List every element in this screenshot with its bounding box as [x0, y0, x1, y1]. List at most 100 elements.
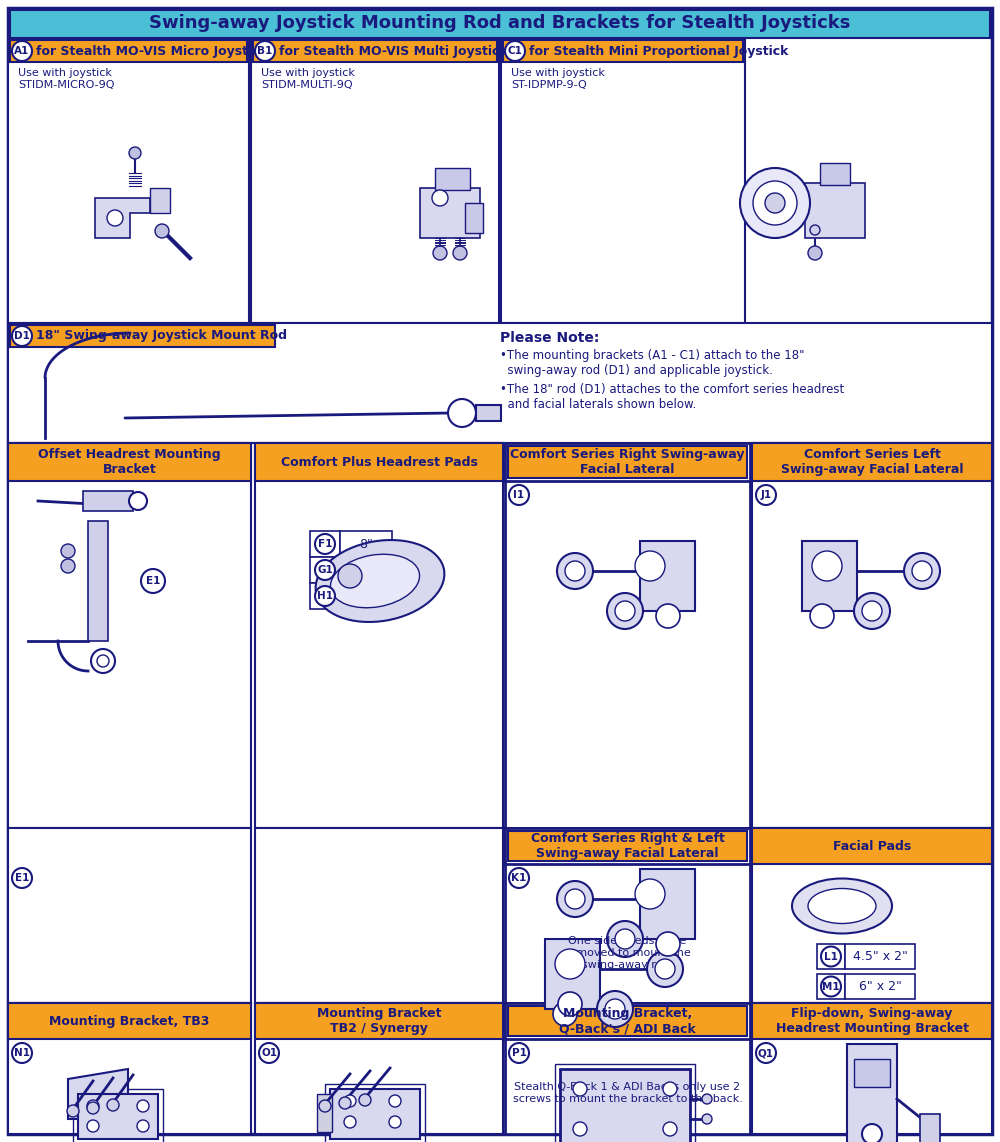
Bar	[8, 443, 251, 828]
Bar	[508, 1006, 747, 1036]
Bar	[8, 323, 992, 443]
Bar	[255, 1003, 503, 1134]
Bar	[255, 828, 503, 1003]
Circle shape	[155, 224, 169, 238]
Circle shape	[756, 1043, 776, 1063]
Text: J1: J1	[760, 490, 772, 500]
Bar	[340, 557, 392, 584]
Bar	[752, 1003, 992, 1039]
Bar	[508, 831, 747, 861]
Circle shape	[821, 976, 841, 997]
Text: M1: M1	[822, 981, 840, 991]
Circle shape	[655, 959, 675, 979]
Text: 10": 10"	[355, 563, 377, 577]
Circle shape	[615, 928, 635, 949]
Circle shape	[509, 868, 529, 888]
Circle shape	[129, 147, 141, 159]
Circle shape	[315, 534, 335, 554]
Circle shape	[344, 1095, 356, 1107]
Text: for Stealth MO-VIS Micro Joystick: for Stealth MO-VIS Micro Joystick	[36, 45, 268, 57]
Bar	[255, 1003, 503, 1039]
Text: Comfort Plus Headrest Pads: Comfort Plus Headrest Pads	[281, 456, 477, 468]
Circle shape	[107, 1099, 119, 1111]
Bar	[505, 443, 750, 828]
Text: P1: P1	[512, 1048, 526, 1057]
Bar	[310, 584, 340, 609]
Bar	[508, 447, 747, 478]
Text: G1: G1	[317, 565, 333, 576]
Circle shape	[389, 1095, 401, 1107]
Bar	[640, 541, 695, 611]
Bar	[640, 869, 695, 939]
Text: Q1: Q1	[758, 1048, 774, 1057]
Circle shape	[702, 1094, 712, 1104]
Bar	[317, 1094, 332, 1132]
Text: Please Note:: Please Note:	[500, 331, 599, 345]
Circle shape	[607, 920, 643, 957]
Circle shape	[904, 553, 940, 589]
Circle shape	[107, 210, 123, 226]
Bar	[435, 168, 470, 190]
Circle shape	[565, 888, 585, 909]
Text: Comfort Series Right Swing-away
Facial Lateral: Comfort Series Right Swing-away Facial L…	[510, 448, 745, 476]
Circle shape	[339, 1097, 351, 1109]
Text: 14": 14"	[355, 589, 377, 603]
Text: H1: H1	[317, 592, 333, 601]
Ellipse shape	[808, 888, 876, 924]
Bar	[820, 163, 850, 185]
Circle shape	[91, 649, 115, 673]
Bar	[847, 1044, 897, 1142]
Bar	[854, 1059, 890, 1087]
Bar	[8, 38, 249, 323]
Circle shape	[319, 1100, 331, 1112]
Bar	[501, 38, 745, 323]
Text: F1: F1	[318, 539, 332, 549]
Ellipse shape	[792, 878, 892, 933]
Bar	[560, 1069, 690, 1142]
Bar	[255, 443, 503, 828]
Text: Mounting Bracket,
Q-Back's / ADI Back: Mounting Bracket, Q-Back's / ADI Back	[559, 1007, 696, 1035]
Text: Offset Headrest Mounting
Bracket: Offset Headrest Mounting Bracket	[38, 448, 221, 476]
Circle shape	[597, 991, 633, 1027]
Circle shape	[558, 992, 582, 1016]
Text: Comfort Series Right & Left
Swing-away Facial Lateral: Comfort Series Right & Left Swing-away F…	[531, 833, 724, 860]
Circle shape	[810, 604, 834, 628]
Bar	[555, 1064, 695, 1142]
Circle shape	[740, 168, 810, 238]
Circle shape	[753, 180, 797, 225]
Bar	[505, 1003, 750, 1134]
Circle shape	[97, 656, 109, 667]
Bar	[310, 557, 340, 584]
Circle shape	[756, 485, 776, 505]
Ellipse shape	[316, 540, 444, 622]
Bar	[10, 10, 990, 38]
Bar	[505, 443, 750, 481]
Circle shape	[87, 1100, 99, 1112]
Bar	[476, 405, 501, 421]
Circle shape	[765, 193, 785, 214]
Ellipse shape	[330, 554, 420, 608]
Text: E1: E1	[146, 576, 160, 586]
Bar	[752, 828, 992, 864]
Text: ST-IDPMP-9-Q: ST-IDPMP-9-Q	[511, 80, 587, 90]
Text: K1: K1	[511, 872, 527, 883]
Circle shape	[338, 564, 362, 588]
Circle shape	[67, 1105, 79, 1117]
Circle shape	[315, 560, 335, 580]
Circle shape	[137, 1120, 149, 1132]
Bar	[8, 1003, 251, 1039]
Circle shape	[656, 604, 680, 628]
Text: 4.5" x 2": 4.5" x 2"	[853, 950, 907, 963]
Circle shape	[615, 601, 635, 621]
Text: O1: O1	[261, 1048, 277, 1057]
Circle shape	[573, 1121, 587, 1136]
Text: 6" x 2": 6" x 2"	[859, 980, 901, 994]
Text: 18" Swing-away Joystick Mount Rod: 18" Swing-away Joystick Mount Rod	[36, 330, 287, 343]
Bar	[8, 828, 251, 1003]
Bar	[10, 40, 247, 62]
Bar	[817, 944, 845, 970]
Bar	[73, 1089, 163, 1142]
Bar	[10, 325, 275, 347]
Bar	[251, 38, 499, 323]
Circle shape	[448, 399, 476, 427]
